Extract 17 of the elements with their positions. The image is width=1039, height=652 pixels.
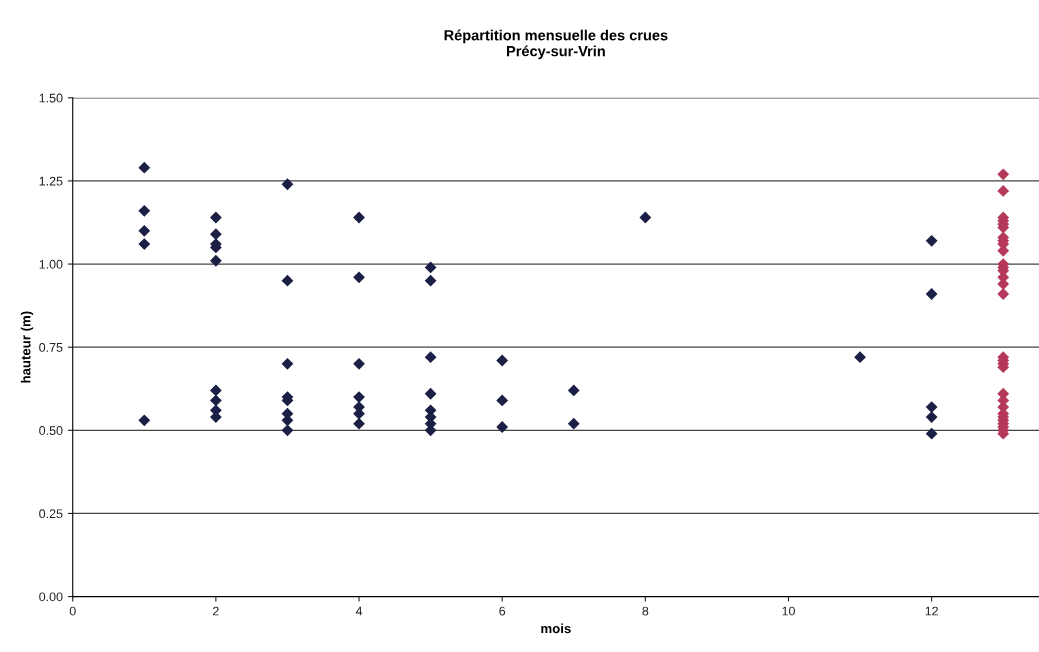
- y-tick-label: 0.50: [39, 426, 63, 435]
- y-tick-label: 0.25: [39, 509, 63, 519]
- x-tick-label: 10: [782, 606, 795, 616]
- x-tick-label: 6: [499, 606, 506, 616]
- x-tick-label: 12: [925, 606, 938, 616]
- chart-title: Répartition mensuelle des crues Précy-sur-Vrin: [444, 29, 668, 60]
- y-tick-label: 1.00: [39, 259, 63, 269]
- x-axis-title: mois: [541, 623, 571, 634]
- x-tick-label: 0: [69, 606, 76, 616]
- y-tick-label: 1.50: [39, 93, 63, 103]
- y-axis-title: hauteur (m): [20, 311, 34, 383]
- y-tick-label: 1.25: [39, 176, 63, 186]
- x-tick-label: 2: [213, 606, 219, 616]
- y-tick-label: 0.75: [39, 342, 63, 352]
- y-tick-label: 0.00: [39, 592, 63, 602]
- x-tick-label: 8: [642, 606, 649, 616]
- x-tick-label: 4: [355, 606, 363, 616]
